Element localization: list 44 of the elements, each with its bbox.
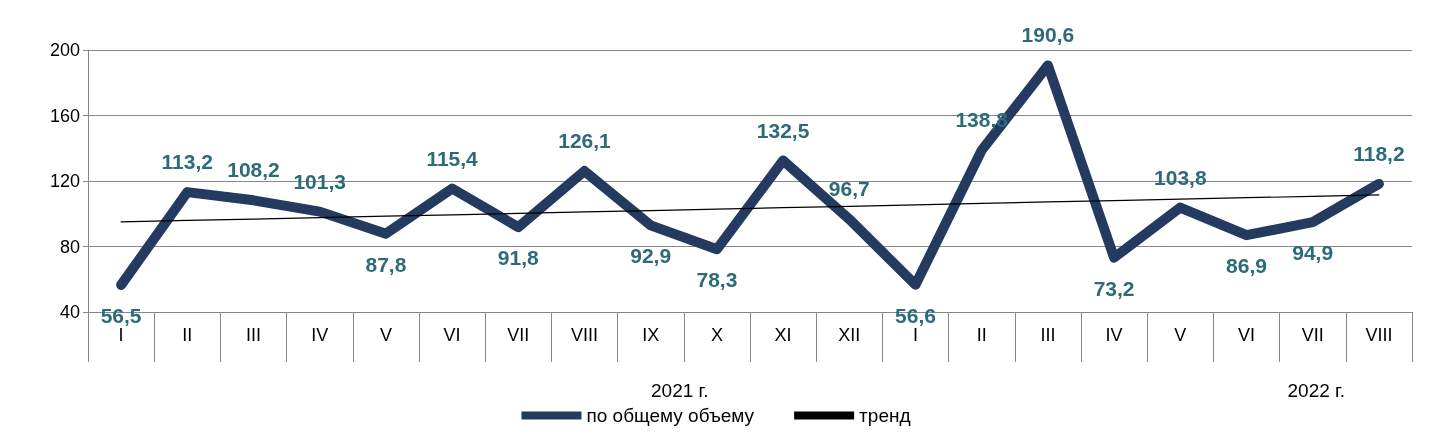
legend-label: тренд xyxy=(859,405,911,426)
x-tick-label: II xyxy=(976,325,987,345)
x-tick-label: VII xyxy=(1301,325,1324,345)
x-tick-label: III xyxy=(245,325,262,345)
x-tick-label: IV xyxy=(311,325,329,345)
data-label: 126,1 xyxy=(558,129,612,153)
y-tick-label: 120 xyxy=(49,171,80,191)
x-tick-label: XI xyxy=(774,325,792,345)
data-label: 92,9 xyxy=(630,244,672,268)
x-tick-label: X xyxy=(710,325,723,345)
x-tick-label: VII xyxy=(507,325,530,345)
x-tick-label: I xyxy=(118,325,124,345)
text: 2021 г. xyxy=(651,380,709,401)
data-label: 94,9 xyxy=(1292,241,1334,265)
y-tick-label: 200 xyxy=(49,40,80,60)
data-label: 132,5 xyxy=(756,118,810,142)
y-tick-label: 40 xyxy=(59,302,80,322)
data-label: 118,2 xyxy=(1353,141,1405,165)
x-tick-label: VIII xyxy=(570,325,599,345)
x-tick-label: II xyxy=(182,325,193,345)
data-label: 96,7 xyxy=(828,177,870,201)
data-label: 113,2 xyxy=(161,150,213,174)
data-label: 78,3 xyxy=(696,268,738,292)
x-tick-label: VIII xyxy=(1365,325,1393,345)
legend-label: по общему объему xyxy=(586,405,755,426)
x-tick-label: V xyxy=(1174,325,1187,345)
y-tick-label: 160 xyxy=(49,105,80,126)
x-tick-label: III xyxy=(1040,325,1056,345)
x-tick-label: XII xyxy=(838,325,861,345)
data-label: 190,6 xyxy=(1021,23,1075,47)
data-label: 91,8 xyxy=(497,246,540,270)
text: 2022 г. xyxy=(1287,380,1345,401)
x-tick-label: VI xyxy=(1237,325,1256,345)
x-tick-label: IX xyxy=(642,325,660,345)
data-label: 86,9 xyxy=(1226,254,1267,278)
y-tick-label: 80 xyxy=(59,236,80,257)
x-tick-label: V xyxy=(379,325,392,345)
data-label: 115,4 xyxy=(426,146,479,170)
data-label: 73,2 xyxy=(1093,276,1135,300)
x-tick-label: IV xyxy=(1105,325,1123,345)
data-label: 87,8 xyxy=(365,252,407,276)
x-tick-label: VI xyxy=(443,325,461,345)
x-tick-label: I xyxy=(912,325,919,345)
data-label: 108,2 xyxy=(227,158,280,182)
